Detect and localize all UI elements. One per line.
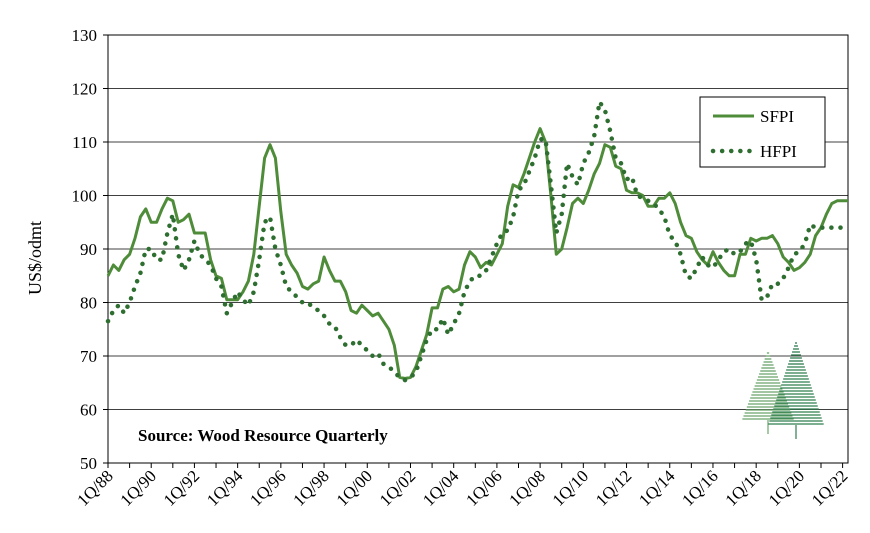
x-axis-ticks: 1Q/88 1Q/90 1Q/92 1Q/94 1Q/96 1Q/98 1Q/00 1Q/02… (73, 463, 851, 510)
legend: SFPI HFPI (699, 96, 826, 168)
x-tick-label: 1Q/22 (808, 466, 851, 509)
x-tick-label: 1Q/04 (419, 466, 463, 510)
y-axis-ticks: 50 60 70 80 90 100 110 120 130 (72, 26, 108, 473)
y-tick-label: 120 (72, 80, 98, 99)
x-tick-label: 1Q/00 (333, 466, 376, 509)
y-tick-label: 100 (72, 187, 98, 206)
x-tick-label: 1Q/96 (246, 466, 289, 509)
x-tick-label: 1Q/08 (505, 466, 548, 509)
x-tick-label: 1Q/98 (289, 466, 332, 509)
x-tick-label: 1Q/94 (203, 466, 247, 510)
tree-logo-icon (742, 342, 824, 439)
source-annotation: Source: Wood Resource Quarterly (138, 426, 388, 445)
y-tick-label: 80 (80, 294, 97, 313)
y-tick-label: 110 (72, 133, 97, 152)
gridlines (108, 88, 848, 410)
series-line-hfpi (105, 99, 851, 383)
x-tick-label: 1Q/16 (678, 466, 721, 509)
y-axis-label: US$/odmt (25, 221, 45, 295)
x-tick-label: 1Q/20 (765, 466, 808, 509)
x-tick-label: 1Q/18 (722, 466, 765, 509)
x-tick-label: 1Q/12 (592, 466, 635, 509)
x-tick-label: 1Q/90 (117, 466, 160, 509)
x-tick-label: 1Q/14 (635, 466, 679, 510)
series-line-sfpi (106, 127, 848, 380)
x-tick-label: 1Q/92 (160, 466, 203, 509)
y-tick-label: 90 (80, 240, 97, 259)
x-tick-label: 1Q/02 (376, 466, 419, 509)
y-tick-label: 70 (80, 347, 97, 366)
legend-label-hfpi: HFPI (760, 142, 797, 161)
legend-label-sfpi: SFPI (760, 107, 794, 126)
series-layer (105, 99, 851, 383)
plot-frame (107, 34, 849, 464)
y-tick-label: 130 (72, 26, 98, 45)
legend-box (699, 96, 826, 168)
y-tick-label: 50 (80, 454, 97, 473)
x-tick-label: 1Q/06 (462, 466, 505, 509)
x-tick-label: 1Q/10 (549, 466, 592, 509)
y-tick-label: 60 (80, 401, 97, 420)
